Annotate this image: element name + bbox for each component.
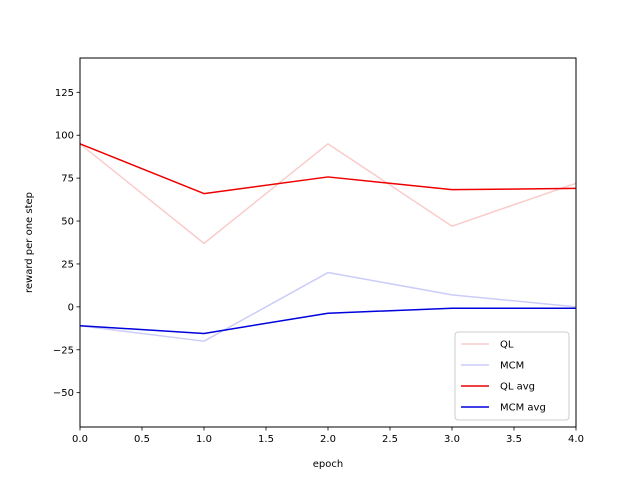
series-line-3 <box>79 307 576 335</box>
y-tick-label: 25 <box>61 259 74 270</box>
y-tick-label: 0 <box>68 302 74 313</box>
y-tick-label: −50 <box>53 388 74 399</box>
series-line-0 <box>79 143 577 245</box>
series-layer <box>79 143 577 342</box>
x-tick-label: 3.0 <box>444 434 460 445</box>
y-tick-label: 50 <box>61 217 74 228</box>
x-tick-label: 1.5 <box>258 434 274 445</box>
series-line-2 <box>79 143 577 195</box>
x-tick-label: 2.5 <box>382 434 398 445</box>
x-axis: 0.0 0.5 1.0 1.5 2.0 2.5 3.0 3.5 4.0 <box>72 427 584 445</box>
x-tick-label: 3.5 <box>506 434 522 445</box>
legend-label-2: QL avg <box>500 382 535 393</box>
x-tick-label: 0.5 <box>134 434 150 445</box>
x-tick-label: 0.0 <box>72 434 88 445</box>
x-tick-label: 1.0 <box>196 434 212 445</box>
x-tick-label: 2.0 <box>320 434 336 445</box>
series-line-1 <box>79 271 577 342</box>
legend-label-1: MCM <box>500 361 524 372</box>
y-tick-label: 75 <box>61 174 74 185</box>
y-tick-label: 100 <box>55 131 74 142</box>
legend-label-3: MCM avg <box>500 403 546 414</box>
y-axis: −50 −25 0 25 50 75 100 125 <box>53 88 80 399</box>
legend-label-0: QL <box>500 340 514 351</box>
x-axis-label: epoch <box>313 459 343 470</box>
x-tick-label: 4.0 <box>568 434 584 445</box>
legend-box <box>454 331 570 421</box>
y-tick-label: 125 <box>55 88 74 99</box>
y-axis-label: reward per one step <box>24 192 35 293</box>
legend: QL MCM QL avg MCM avg <box>454 331 570 421</box>
y-tick-label: −25 <box>53 345 74 356</box>
